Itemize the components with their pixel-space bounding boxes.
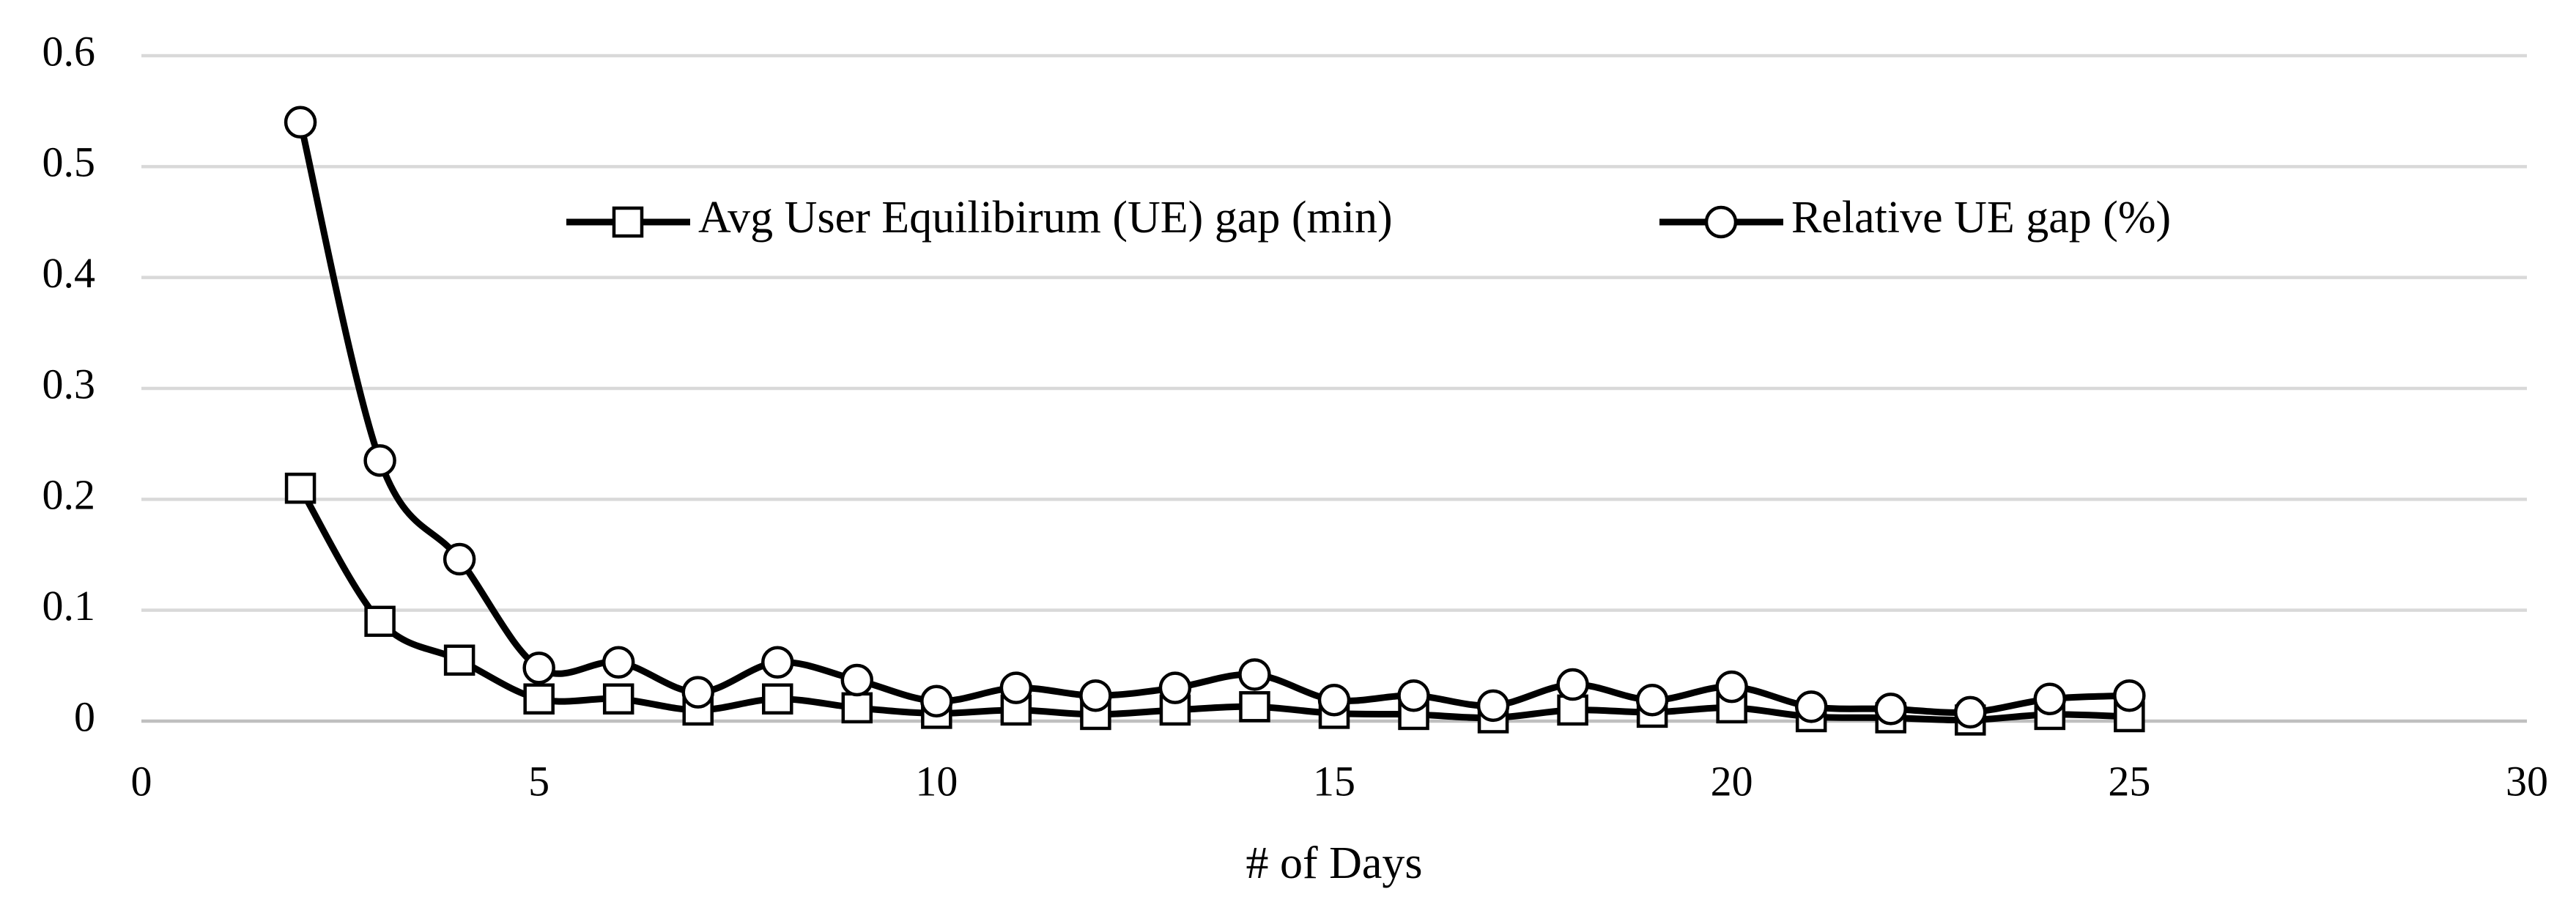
x-axis-title: # of Days: [1246, 838, 1422, 888]
marker: [443, 644, 475, 676]
marker: [522, 652, 555, 684]
y-tick-label: 0.5: [42, 139, 96, 186]
marker: [762, 683, 793, 715]
marker: [1704, 205, 1738, 239]
marker: [761, 646, 794, 679]
marker: [602, 683, 634, 715]
marker: [523, 683, 555, 715]
marker: [1239, 691, 1270, 723]
x-tick-label: 15: [1313, 757, 1355, 805]
marker: [841, 692, 873, 724]
marker: [1476, 689, 1510, 723]
marker: [284, 106, 317, 139]
x-tick-label: 25: [2108, 757, 2150, 805]
marker: [443, 542, 476, 576]
x-tick-label: 20: [1711, 757, 1753, 805]
y-tick-label: 0.2: [42, 471, 96, 519]
marker: [363, 444, 396, 477]
y-tick-label: 0: [74, 693, 95, 740]
marker: [2113, 679, 2146, 712]
marker: [1556, 668, 1589, 701]
legend-label: Avg User Equilibirum (UE) gap (min): [698, 193, 1393, 243]
y-tick-label: 0.6: [42, 27, 96, 75]
marker: [1317, 683, 1351, 717]
x-tick-label: 5: [528, 757, 549, 805]
marker: [1397, 679, 1430, 712]
y-tick-label: 0.4: [42, 249, 96, 297]
marker: [284, 472, 317, 504]
marker: [612, 206, 644, 238]
marker: [999, 671, 1033, 704]
marker: [1635, 683, 1669, 717]
marker: [364, 605, 396, 638]
marker: [920, 684, 953, 718]
marker: [1079, 679, 1112, 712]
marker: [2033, 682, 2067, 715]
marker: [1238, 658, 1271, 691]
x-tick-label: 10: [915, 757, 958, 805]
marker: [840, 663, 874, 697]
marker: [1715, 670, 1748, 704]
x-tick-label: 30: [2506, 757, 2548, 805]
marker: [1158, 671, 1192, 704]
series-line: [297, 486, 2130, 724]
marker: [1874, 693, 1907, 726]
y-tick-label: 0.3: [42, 360, 96, 407]
marker: [602, 646, 635, 679]
x-tick-label: 0: [131, 757, 152, 805]
legend-label: Relative UE gap (%): [1791, 193, 2171, 243]
marker: [1794, 690, 1828, 723]
y-tick-label: 0.1: [42, 582, 96, 630]
marker: [681, 676, 714, 709]
marker: [1954, 695, 1987, 729]
